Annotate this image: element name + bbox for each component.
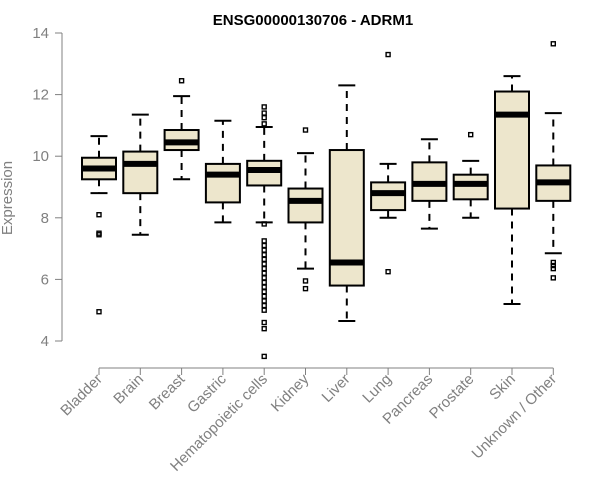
outlier-point	[261, 325, 267, 332]
outlier-point	[261, 261, 267, 267]
y-tick-label: 14	[32, 25, 49, 42]
outlier-point	[261, 289, 267, 295]
outlier-point	[261, 353, 267, 360]
x-tick-label: Liver	[319, 371, 354, 406]
outlier-point	[302, 285, 309, 292]
outlier-point	[261, 275, 267, 281]
outlier-point	[261, 307, 267, 313]
outlier-point	[550, 275, 556, 281]
box-prostate	[452, 131, 489, 219]
outlier-point	[261, 242, 267, 249]
outlier-point	[261, 302, 267, 309]
outlier-point	[302, 278, 309, 284]
box-pancreas	[411, 138, 448, 230]
box-hematopoietic-cells	[246, 104, 283, 360]
x-tick-label: Kidney	[268, 370, 313, 415]
y-tick-label: 6	[41, 271, 49, 288]
y-tick-label: 10	[32, 148, 49, 165]
x-tick-label: Bladder	[57, 371, 106, 420]
outlier-point	[96, 212, 102, 218]
x-tick-label: Skin	[486, 371, 519, 404]
outlier-point	[302, 127, 309, 133]
outlier-point	[261, 270, 267, 276]
outlier-point	[385, 269, 391, 275]
box-iqr	[287, 187, 324, 224]
outlier-point	[96, 232, 102, 238]
box-iqr	[122, 150, 159, 195]
outlier-point	[261, 121, 267, 127]
y-tick-label: 8	[41, 210, 49, 227]
outlier-point	[261, 221, 267, 227]
outlier-point	[261, 247, 267, 253]
outlier-point	[550, 259, 556, 266]
outlier-point	[261, 293, 267, 300]
box-gastric	[204, 119, 241, 224]
outlier-point	[261, 104, 267, 110]
outlier-point	[550, 262, 556, 269]
outlier-point	[261, 238, 267, 244]
y-axis-title: Expression	[0, 161, 16, 235]
outlier-point	[261, 279, 267, 286]
y-tick-label: 12	[32, 87, 49, 104]
outlier-point	[468, 131, 474, 138]
box-skin	[494, 75, 530, 306]
box-kidney	[287, 127, 324, 292]
box-series	[81, 41, 572, 360]
box-iqr	[204, 162, 241, 204]
box-iqr	[494, 90, 530, 210]
outlier-point	[261, 265, 267, 272]
outlier-point	[385, 51, 391, 58]
x-tick-label: Breast	[146, 370, 189, 413]
outlier-point	[261, 110, 267, 116]
box-breast	[163, 78, 200, 181]
box-lung	[370, 51, 407, 275]
outlier-point	[96, 309, 102, 315]
outlier-point	[550, 265, 556, 272]
y-tick-label: 4	[41, 333, 49, 350]
box-unknown-other	[535, 41, 572, 281]
y-axis: 4 6 8 10 12 14	[32, 25, 63, 350]
outlier-point	[261, 256, 267, 263]
outlier-point	[550, 41, 556, 47]
box-iqr	[246, 159, 283, 187]
box-iqr	[370, 181, 407, 212]
box-iqr	[452, 173, 489, 201]
outlier-point	[261, 114, 267, 121]
box-bladder	[81, 135, 117, 315]
chart-title: ENSG00000130706 - ADRM1	[213, 12, 413, 29]
x-tick-label: Prostate	[426, 371, 478, 423]
x-tick-label: Lung	[359, 371, 395, 407]
outlier-point	[261, 298, 267, 304]
box-brain	[122, 113, 159, 236]
box-liver	[328, 84, 365, 322]
outlier-point	[261, 319, 267, 326]
outlier-point	[261, 284, 267, 290]
outlier-point	[261, 252, 267, 258]
x-tick-label: Brain	[110, 371, 147, 408]
outlier-point	[178, 78, 185, 84]
